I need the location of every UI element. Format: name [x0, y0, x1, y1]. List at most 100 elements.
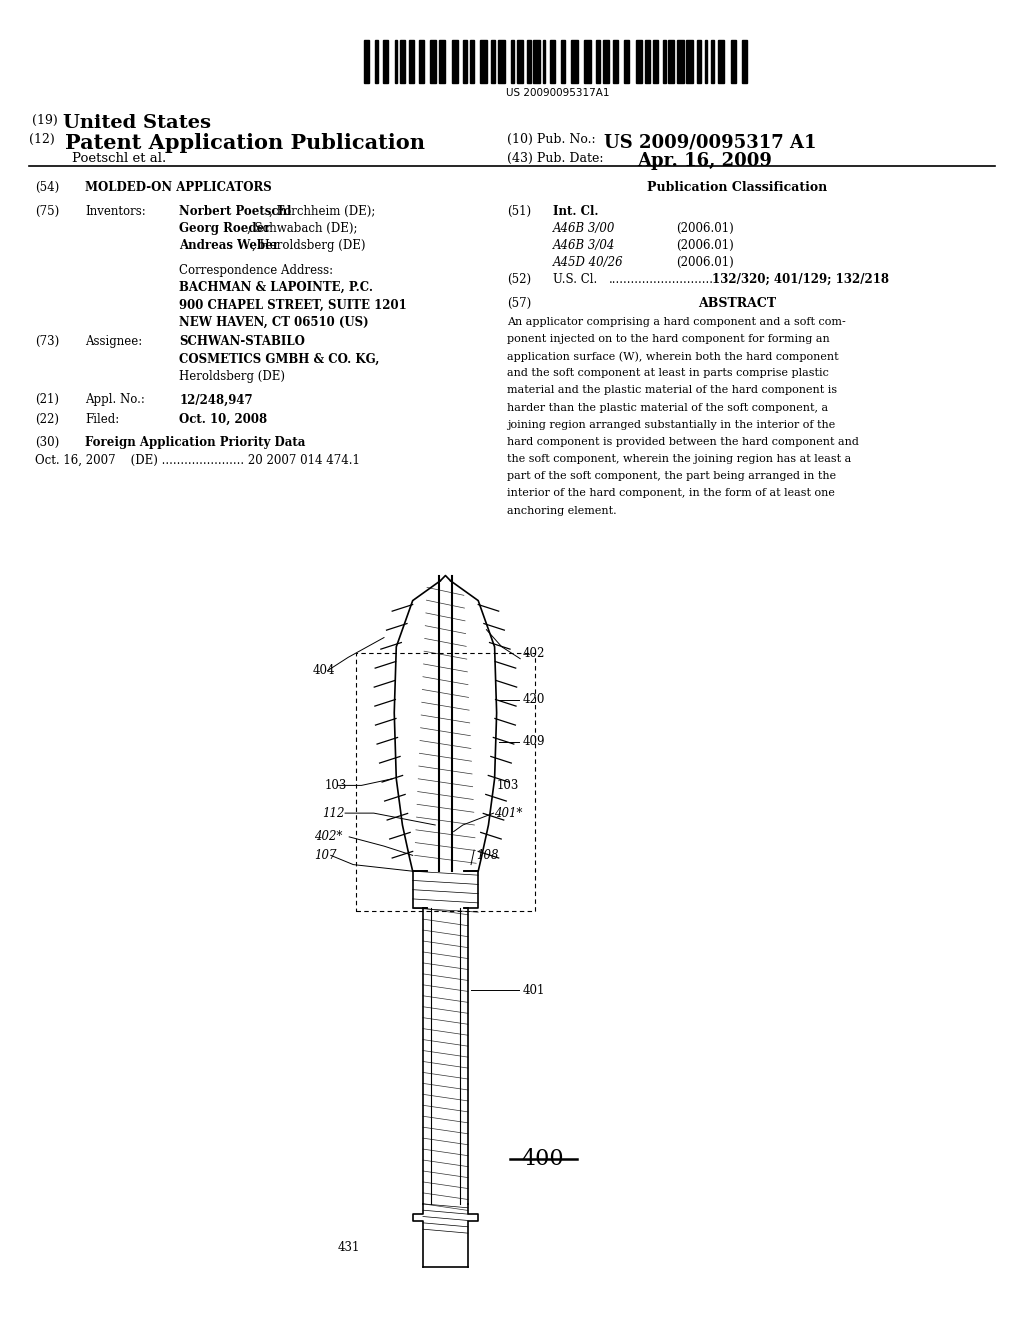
Text: (12): (12)	[29, 133, 58, 147]
Bar	[705, 40, 708, 83]
Bar	[375, 40, 378, 83]
Text: ............................: ............................	[609, 273, 715, 286]
Bar	[561, 40, 564, 83]
Text: 420: 420	[522, 693, 545, 706]
Text: harder than the plastic material of the soft component, a: harder than the plastic material of the …	[507, 403, 828, 413]
Text: (54): (54)	[35, 181, 59, 194]
Text: 103: 103	[325, 779, 347, 792]
Text: Correspondence Address:: Correspondence Address:	[179, 264, 334, 277]
Text: Heroldsberg (DE): Heroldsberg (DE)	[179, 370, 286, 383]
Text: (10) Pub. No.:: (10) Pub. No.:	[507, 133, 596, 147]
Text: , Schwabach (DE);: , Schwabach (DE);	[247, 222, 357, 235]
Bar	[409, 40, 414, 83]
Bar	[511, 40, 514, 83]
Bar	[718, 40, 724, 83]
Bar	[742, 40, 748, 83]
Text: 409: 409	[522, 735, 545, 748]
Text: part of the soft component, the part being arranged in the: part of the soft component, the part bei…	[507, 471, 836, 482]
Text: (73): (73)	[35, 335, 59, 348]
Text: Patent Application Publication: Patent Application Publication	[65, 133, 425, 153]
Bar	[419, 40, 425, 83]
Text: 400: 400	[521, 1148, 564, 1171]
Text: United States: United States	[63, 114, 212, 132]
Text: COSMETICS GMBH & CO. KG,: COSMETICS GMBH & CO. KG,	[179, 352, 380, 366]
Bar	[550, 40, 555, 83]
Text: , Heroldsberg (DE): , Heroldsberg (DE)	[252, 239, 366, 252]
Text: Apr. 16, 2009: Apr. 16, 2009	[637, 152, 772, 170]
Text: 107: 107	[314, 849, 337, 862]
Text: NEW HAVEN, CT 06510 (US): NEW HAVEN, CT 06510 (US)	[179, 315, 369, 329]
Text: ponent injected on to the hard component for forming an: ponent injected on to the hard component…	[507, 334, 829, 345]
Bar	[364, 40, 369, 83]
Bar	[543, 40, 545, 83]
Bar	[612, 40, 617, 83]
Text: (51): (51)	[507, 205, 531, 218]
Text: (19): (19)	[32, 114, 61, 127]
Text: 132/320; 401/129; 132/218: 132/320; 401/129; 132/218	[712, 273, 889, 286]
Text: Appl. No.:: Appl. No.:	[85, 393, 144, 407]
Bar	[394, 40, 397, 83]
Text: US 20090095317A1: US 20090095317A1	[506, 88, 610, 99]
Bar	[534, 40, 540, 83]
Text: , Forchheim (DE);: , Forchheim (DE);	[269, 205, 376, 218]
Text: Oct. 10, 2008: Oct. 10, 2008	[179, 413, 267, 426]
Text: A45D 40/26: A45D 40/26	[553, 256, 624, 269]
Bar	[697, 40, 700, 83]
Text: 12/248,947: 12/248,947	[179, 393, 253, 407]
Bar	[499, 40, 505, 83]
Text: 404: 404	[312, 664, 335, 677]
Bar	[625, 40, 630, 83]
Text: 401: 401	[522, 983, 545, 997]
Bar	[584, 40, 591, 83]
Bar	[452, 40, 458, 83]
Text: 431: 431	[338, 1241, 360, 1254]
Text: (52): (52)	[507, 273, 531, 286]
Bar	[490, 40, 495, 83]
Bar	[470, 40, 474, 83]
Bar	[571, 40, 578, 83]
Bar	[730, 40, 736, 83]
Text: anchoring element.: anchoring element.	[507, 506, 616, 516]
Text: Norbert Poetschl: Norbert Poetschl	[179, 205, 292, 218]
Text: (75): (75)	[35, 205, 59, 218]
Text: Georg Roeder: Georg Roeder	[179, 222, 270, 235]
Text: interior of the hard component, in the form of at least one: interior of the hard component, in the f…	[507, 488, 835, 499]
Text: 112: 112	[323, 807, 345, 820]
Text: 103: 103	[497, 779, 519, 792]
Bar	[516, 40, 523, 83]
Bar	[399, 40, 406, 83]
Text: SCHWAN-STABILO: SCHWAN-STABILO	[179, 335, 305, 348]
Text: 402: 402	[522, 647, 545, 660]
Bar	[527, 40, 530, 83]
Text: application surface (W), wherein both the hard component: application surface (W), wherein both th…	[507, 351, 839, 362]
Text: (2006.01): (2006.01)	[676, 222, 733, 235]
Text: 108: 108	[476, 849, 499, 862]
Text: 402*: 402*	[314, 830, 343, 843]
Text: BACHMAN & LAPOINTE, P.C.: BACHMAN & LAPOINTE, P.C.	[179, 281, 373, 294]
Text: hard component is provided between the hard component and: hard component is provided between the h…	[507, 437, 859, 447]
Text: joining region arranged substantially in the interior of the: joining region arranged substantially in…	[507, 420, 836, 430]
Bar	[652, 40, 658, 83]
Text: (22): (22)	[35, 413, 58, 426]
Bar	[636, 40, 642, 83]
Bar	[686, 40, 693, 83]
Text: Andreas Weber: Andreas Weber	[179, 239, 280, 252]
Text: Foreign Application Priority Data: Foreign Application Priority Data	[85, 436, 305, 449]
Bar	[383, 40, 388, 83]
Text: A46B 3/00: A46B 3/00	[553, 222, 615, 235]
Text: 401*: 401*	[494, 807, 522, 820]
Text: (2006.01): (2006.01)	[676, 239, 733, 252]
Bar	[464, 40, 467, 83]
Bar	[596, 40, 600, 83]
Text: Assignee:: Assignee:	[85, 335, 142, 348]
Text: (43) Pub. Date:: (43) Pub. Date:	[507, 152, 603, 165]
Text: (2006.01): (2006.01)	[676, 256, 733, 269]
Text: (21): (21)	[35, 393, 58, 407]
Bar	[438, 40, 445, 83]
Text: U.S. Cl.: U.S. Cl.	[553, 273, 597, 286]
Text: An applicator comprising a hard component and a soft com-: An applicator comprising a hard componen…	[507, 317, 846, 327]
Text: material and the plastic material of the hard component is: material and the plastic material of the…	[507, 385, 837, 396]
Bar	[669, 40, 674, 83]
Text: the soft component, wherein the joining region has at least a: the soft component, wherein the joining …	[507, 454, 851, 465]
Text: (57): (57)	[507, 297, 531, 310]
